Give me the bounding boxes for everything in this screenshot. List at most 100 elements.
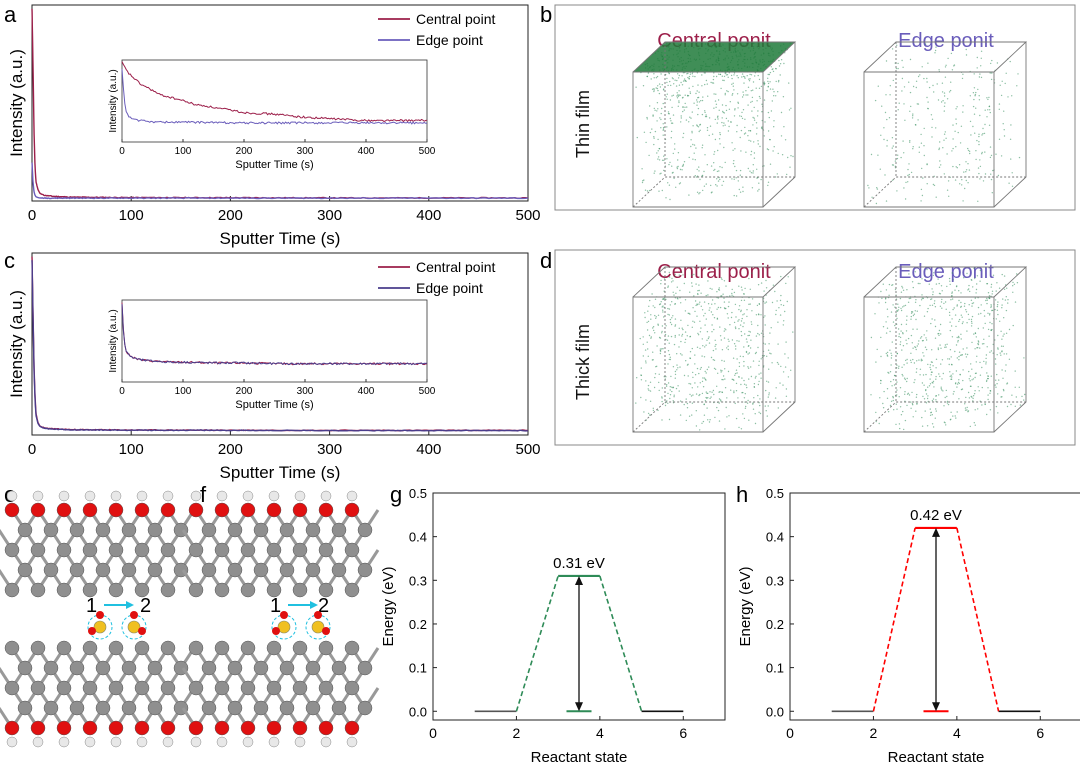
- ion-point: [965, 179, 967, 182]
- panel-b-reconstruction: Thin film Central ponit Edge ponit: [554, 4, 1076, 211]
- ion-point: [970, 279, 972, 281]
- ion-point: [693, 102, 695, 104]
- ion-point: [899, 341, 902, 343]
- ion-point: [978, 133, 980, 135]
- ion-point: [710, 311, 713, 313]
- ion-point: [943, 105, 946, 108]
- ion-point: [672, 152, 674, 155]
- ion-point: [693, 152, 695, 154]
- ion-point: [678, 390, 680, 392]
- ion-point: [1014, 405, 1016, 407]
- ion-point: [921, 167, 923, 170]
- ion-point: [880, 355, 882, 358]
- ion-point: [705, 183, 707, 185]
- carbon-atom: [17, 522, 33, 538]
- ion-point: [648, 334, 651, 337]
- ion-point: [713, 107, 715, 109]
- ion-point: [742, 355, 744, 358]
- ion-point: [921, 416, 923, 419]
- ion-point: [781, 154, 784, 156]
- ion-point: [958, 359, 960, 361]
- ion-point: [710, 184, 712, 187]
- ion-point: [667, 313, 669, 316]
- ion-point: [1001, 338, 1003, 340]
- ion-point: [889, 85, 891, 87]
- ion-point: [1014, 386, 1016, 388]
- ion-point: [954, 415, 956, 417]
- ion-point: [700, 292, 702, 294]
- ion-point: [716, 385, 718, 387]
- carbon-atom: [227, 562, 243, 578]
- ion-point: [660, 127, 662, 129]
- ion-point: [966, 347, 968, 349]
- ion-point: [662, 123, 664, 125]
- x-axis-label: Reactant state: [888, 749, 985, 764]
- ion-point: [642, 343, 644, 345]
- ion-point: [952, 124, 954, 126]
- ion-point: [738, 365, 741, 368]
- ion-point: [778, 79, 780, 82]
- ion-point: [965, 48, 967, 51]
- ion-point: [784, 139, 787, 141]
- ion-point: [684, 102, 686, 105]
- ion-point: [649, 414, 651, 416]
- ion-point: [912, 314, 915, 317]
- ion-point: [1012, 285, 1014, 287]
- ion-point: [991, 293, 993, 295]
- ion-point: [755, 133, 758, 135]
- ion-point: [741, 117, 744, 120]
- ion-point: [668, 113, 670, 115]
- ion-point: [656, 102, 659, 104]
- ion-point: [919, 374, 921, 376]
- ion-point: [1021, 395, 1023, 398]
- x-tick-label: 500: [515, 207, 540, 224]
- ion-point: [1003, 288, 1006, 290]
- ion-point: [940, 333, 942, 335]
- ion-point: [886, 145, 888, 147]
- ion-point: [694, 175, 696, 177]
- ion-point: [1002, 377, 1004, 379]
- ion-point: [929, 366, 931, 369]
- ion-point: [888, 294, 890, 296]
- ion-point: [669, 99, 672, 101]
- carbon-atom: [17, 700, 33, 716]
- ion-point: [666, 400, 668, 402]
- oxygen-atom: [4, 502, 20, 518]
- ion-point: [717, 180, 720, 182]
- ion-point: [754, 413, 756, 415]
- ion-point: [751, 298, 754, 300]
- ion-point: [945, 137, 947, 139]
- ion-point: [955, 417, 957, 419]
- ion-point: [885, 321, 887, 323]
- ion-point: [699, 393, 701, 396]
- ion-point: [789, 166, 791, 168]
- ion-point: [661, 396, 663, 398]
- ion-point: [893, 409, 895, 411]
- ion-point: [736, 131, 738, 133]
- ion-point: [914, 346, 917, 349]
- ion-point: [695, 147, 697, 149]
- carbon-atom: [56, 680, 72, 696]
- ion-point: [981, 153, 983, 155]
- ion-point: [712, 389, 715, 392]
- carbon-atom: [279, 660, 295, 676]
- oxygen-atom: [266, 502, 282, 518]
- inset-x-axis-label: Sputter Time (s): [235, 399, 313, 411]
- carbon-atom: [17, 562, 33, 578]
- ion-point: [967, 411, 969, 413]
- ion-point: [667, 363, 669, 365]
- ion-point: [671, 172, 674, 174]
- ion-point: [711, 82, 714, 84]
- ion-point: [990, 178, 993, 181]
- ion-point: [782, 304, 785, 307]
- ion-point: [996, 305, 999, 308]
- ion-point: [691, 402, 694, 404]
- ion-point: [738, 376, 740, 378]
- ion-point: [925, 339, 928, 341]
- ion-point: [644, 349, 647, 351]
- inset-x-tick-label: 500: [419, 146, 436, 157]
- hydrogen-atom: [162, 736, 174, 748]
- ion-point: [995, 153, 997, 155]
- ion-point: [944, 344, 947, 346]
- ion-point: [769, 352, 771, 354]
